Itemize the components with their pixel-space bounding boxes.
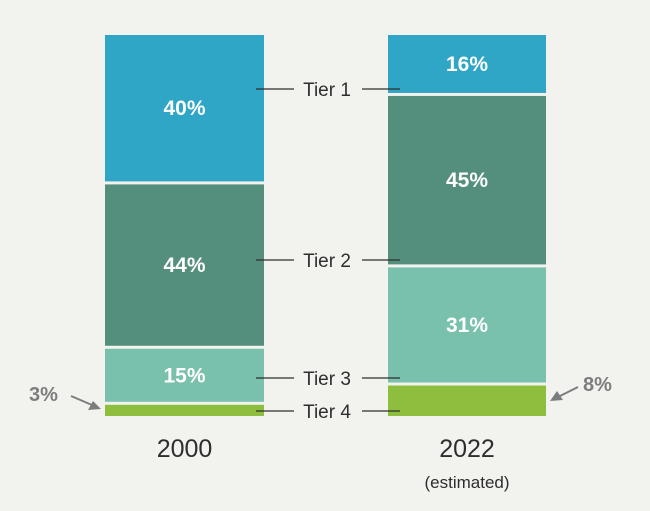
tier-label-4: Tier 4 — [303, 402, 351, 423]
bars-layer: 40% 44% 15% 16% 45% 31% — [105, 35, 546, 416]
callout-arrow-2022-line — [559, 386, 579, 397]
callout-label-2000: 3% — [29, 384, 58, 406]
segment-value-2022-tier-2: 45% — [446, 169, 488, 192]
callout-arrow-2000-head — [88, 401, 101, 410]
tier-label-1: Tier 1 — [303, 80, 351, 101]
segment-value-2000-tier-1: 40% — [163, 97, 205, 120]
bar-segment-2022-tier-4 — [388, 385, 546, 416]
callout-arrow-2022-head — [550, 391, 563, 401]
callout-arrow-2000-line — [70, 395, 93, 406]
segment-value-2022-tier-1: 16% — [446, 53, 488, 76]
callout-tier4-2022: 8% — [550, 374, 612, 401]
category-sublabel-2022: (estimated) — [424, 473, 509, 492]
bar-segment-2000-tier-3 — [105, 348, 264, 402]
bar-segment-2000-tier-4 — [105, 404, 264, 416]
bar-segment-2022-tier-1 — [388, 35, 546, 93]
tier-label-3: Tier 3 — [303, 369, 351, 390]
category-label-2022: 2022 — [439, 435, 495, 463]
bar-segment-2000-tier-2 — [105, 184, 264, 346]
tier-leaders-layer: Tier 1 Tier 2 Tier 3 Tier 4 — [256, 80, 400, 423]
category-label-2000: 2000 — [157, 435, 213, 463]
callout-label-2022: 8% — [583, 374, 612, 396]
bar-segment-2022-tier-2 — [388, 95, 546, 265]
bar-segment-2000-tier-1 — [105, 35, 264, 182]
segment-value-2000-tier-2: 44% — [163, 254, 205, 277]
tier-label-2: Tier 2 — [303, 251, 351, 272]
bar-segment-2022-tier-3 — [388, 267, 546, 383]
segment-value-2022-tier-3: 31% — [446, 314, 488, 337]
callout-tier4-2000: 3% — [29, 384, 101, 410]
segment-value-2000-tier-3: 15% — [163, 364, 205, 387]
